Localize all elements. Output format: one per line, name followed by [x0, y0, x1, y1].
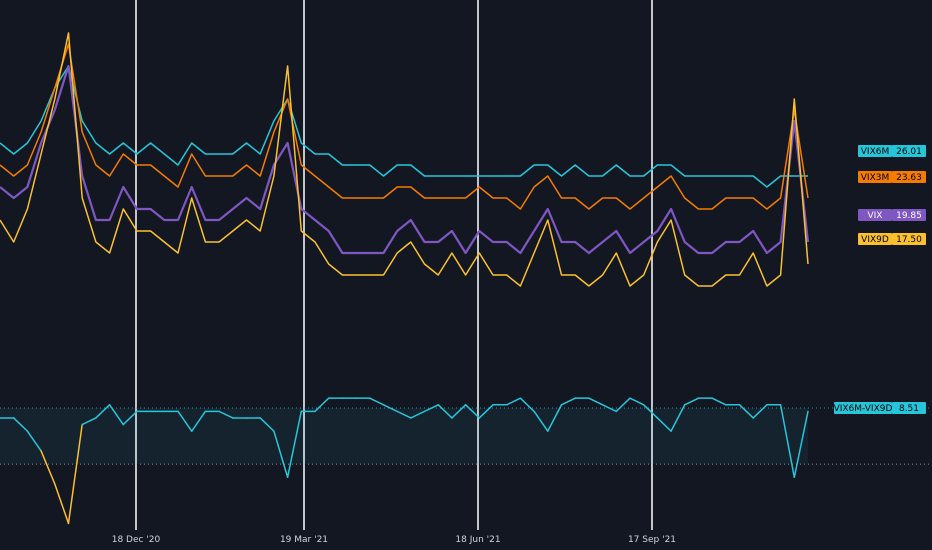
spread-segment: [410, 410, 426, 419]
tag-name-vix6m-vix9d: VIX6M-VIX9D: [834, 404, 893, 414]
tag-value-vix6m: 26.01: [896, 147, 922, 157]
tag-value-vix9d: 17.50: [896, 235, 922, 245]
spread-segment: [793, 410, 809, 479]
spread-segment: [533, 410, 549, 432]
last-value-tag-vix6m-vix9d: VIX6M-VIX9D 8.51: [834, 402, 926, 415]
spread-segment: [95, 404, 111, 419]
x-tick-label-1: 18 Dec '20: [112, 535, 161, 545]
spread-segment: [519, 397, 535, 413]
spread-segment: [683, 397, 700, 406]
tag-value-vix3m: 23.63: [896, 173, 922, 183]
lower-pane: [0, 397, 932, 525]
spread-segment: [478, 404, 494, 419]
spread-segment: [588, 397, 604, 406]
spread-segment: [642, 404, 659, 419]
date-label-box-4: [622, 530, 682, 546]
spread-segment: [369, 397, 385, 406]
spread-segment: [218, 410, 234, 419]
spread-segment: [177, 410, 193, 432]
spread-segment: [464, 404, 481, 419]
spread-segment: [190, 410, 207, 432]
spread-segment: [26, 430, 42, 452]
series-line-vix: [0, 64, 810, 255]
date-label-box-1: [106, 530, 166, 546]
series-line-vix3m: [0, 43, 809, 210]
spread-segment: [314, 397, 330, 413]
spread-segment: [423, 404, 439, 413]
spread-segment: [81, 417, 97, 426]
last-value-tag-vix9d: VIX9D 17.50: [858, 233, 926, 245]
spread-segment: [752, 404, 768, 419]
spread-segment: [382, 404, 398, 413]
spread-segment: [615, 397, 631, 413]
last-value-tag-vix3m: VIX3M 23.63: [858, 171, 926, 183]
date-axis: 18 Dec '20 19 Mar '21 18 Jun '21 17 Sep '21: [106, 530, 682, 546]
series-line-vix9d: [0, 32, 809, 287]
spread-band: [0, 408, 808, 465]
spread-segment: [122, 410, 138, 426]
tag-value-vix6m-vix9d: 8.51: [899, 404, 919, 414]
last-value-tag-vix: VIX 19.85: [858, 209, 926, 221]
spread-segment: [670, 404, 686, 432]
date-label-box-3: [448, 530, 508, 546]
date-label-box-2: [274, 530, 334, 546]
spread-segment: [560, 397, 576, 406]
tag-name-vix9d: VIX9D: [861, 235, 889, 245]
upper-pane: [0, 32, 810, 287]
spread-segment: [108, 404, 125, 426]
spread-segment: [273, 430, 289, 479]
x-tick-label-2: 19 Mar '21: [280, 535, 328, 545]
series-line-vix6m: [0, 65, 808, 188]
spread-segment: [12, 417, 29, 432]
spread-segment: [259, 417, 275, 432]
tag-name-vix3m: VIX3M: [861, 173, 889, 183]
tag-name-vix: VIX: [868, 211, 883, 221]
x-tick-label-4: 17 Sep '21: [628, 535, 676, 545]
spread-segment: [656, 417, 672, 432]
spread-segment: [711, 397, 727, 406]
x-tick-label-3: 18 Jun '21: [455, 535, 500, 545]
spread-segment: [40, 450, 56, 485]
spread-segment: [738, 404, 754, 419]
spread-segment: [286, 410, 303, 479]
spread-segment: [54, 483, 70, 525]
spread-segment: [437, 404, 453, 419]
tag-value-vix: 19.85: [896, 211, 922, 221]
last-value-tag-vix6m: VIX6M 26.01: [858, 145, 926, 157]
spread-segment: [601, 404, 618, 413]
spread-segment: [451, 404, 467, 419]
spread-segment: [547, 404, 563, 432]
tag-name-vix6m: VIX6M: [861, 147, 889, 157]
vertical-marker-lines: [135, 0, 653, 530]
spread-segment: [67, 423, 83, 525]
spread-segment: [629, 397, 645, 406]
spread-segment: [396, 410, 412, 419]
spread-segment: [779, 404, 796, 479]
spread-segment: [505, 397, 522, 406]
